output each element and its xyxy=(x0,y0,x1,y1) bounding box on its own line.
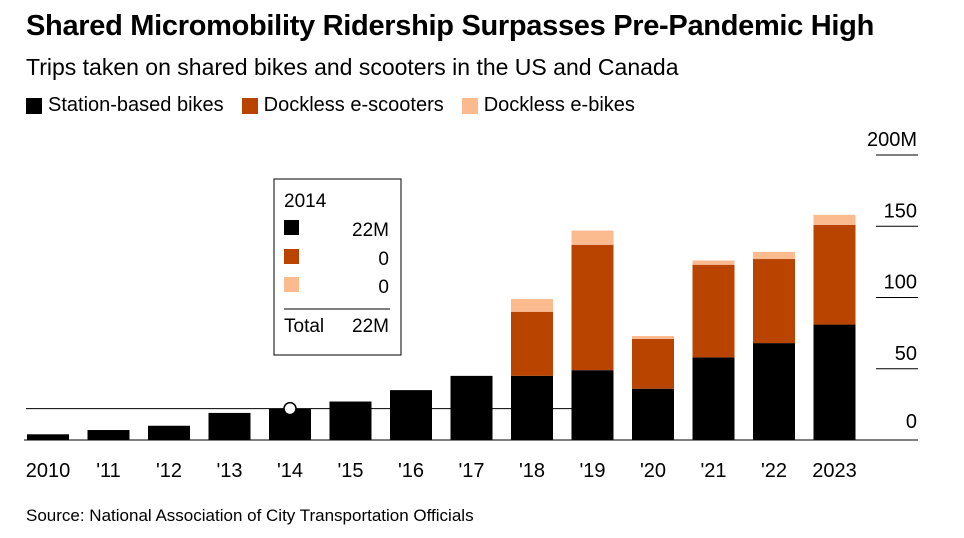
x-tick-label: '12 xyxy=(156,460,182,482)
y-tick-label: 200M xyxy=(867,129,917,151)
bar-escooter[interactable] xyxy=(511,311,553,376)
bar-station[interactable] xyxy=(692,357,735,440)
chart-title: Shared Micromobility Ridership Surpasses… xyxy=(26,10,874,42)
bar-station[interactable] xyxy=(208,412,251,440)
x-tick-label: '16 xyxy=(398,460,424,482)
y-tick-label: 150 xyxy=(884,200,917,222)
x-tick-label: '11 xyxy=(96,460,121,482)
bar-ebike[interactable] xyxy=(571,230,614,245)
bar-escooter[interactable] xyxy=(813,224,856,325)
x-tick-label: '22 xyxy=(761,460,787,482)
bar-escooter[interactable] xyxy=(571,244,614,371)
x-tick-label: '21 xyxy=(700,460,726,482)
legend-item-dockless-e-scooters[interactable]: Dockless e-scooters xyxy=(241,94,444,117)
bar-escooter[interactable] xyxy=(632,338,674,389)
tooltip-total-value: 22M xyxy=(352,316,389,337)
bar-station[interactable] xyxy=(813,324,856,440)
tooltip-swatch-escooter xyxy=(284,249,299,264)
bar-ebike[interactable] xyxy=(753,251,795,260)
bar-station[interactable] xyxy=(87,430,130,440)
gridlines xyxy=(876,154,918,370)
legend-item-dockless-e-bikes[interactable]: Dockless e-bikes xyxy=(461,94,635,117)
legend-label-ebike: Dockless e-bikes xyxy=(483,94,635,116)
tooltip-box xyxy=(273,178,402,356)
bar-station[interactable] xyxy=(632,388,674,440)
bar-station[interactable] xyxy=(511,375,553,440)
y-tick-label: 50 xyxy=(895,343,917,365)
legend-swatch-ebike xyxy=(461,97,478,114)
legend-swatch-escooter xyxy=(241,97,258,114)
legend-label-station: Station-based bikes xyxy=(48,94,224,116)
y-axis-labels: 200M 150 100 50 0 xyxy=(867,129,917,433)
legend: Station-based bikes Dockless e-scooters … xyxy=(26,94,653,117)
bar-escooter[interactable] xyxy=(753,259,795,344)
highlight-marker[interactable] xyxy=(283,401,297,416)
bar-ebike[interactable] xyxy=(632,335,674,339)
tooltip-value-ebike: 0 xyxy=(378,277,389,298)
x-tick-label: 2023 xyxy=(812,460,857,482)
x-tick-label: '19 xyxy=(579,460,605,482)
x-tick-label: '13 xyxy=(216,460,242,482)
bar-station[interactable] xyxy=(27,434,69,440)
x-tick-label: 2010 xyxy=(26,460,71,482)
tooltip-swatch-ebike xyxy=(284,277,299,292)
bar-station[interactable] xyxy=(753,343,795,440)
tooltip: 2014 22M 0 0 Total 22M xyxy=(273,178,402,356)
tooltip-year: 2014 xyxy=(284,191,327,212)
legend-item-station-based-bikes[interactable]: Station-based bikes xyxy=(26,94,224,117)
legend-swatch-station xyxy=(26,97,42,114)
tooltip-swatch-station xyxy=(284,220,299,235)
bar-ebike[interactable] xyxy=(813,214,856,225)
bar-ebike[interactable] xyxy=(692,260,735,265)
bar-station[interactable] xyxy=(329,401,372,440)
x-tick-label: '20 xyxy=(640,460,666,482)
bar-ebike[interactable] xyxy=(511,298,553,312)
bar-station[interactable] xyxy=(148,425,190,440)
x-axis-labels: 2010 '11 '12 '13 '14 '15 '16 '17 '18 '19 '20 '21 '22… xyxy=(26,460,857,482)
y-tick-label: 0 xyxy=(906,411,917,433)
y-tick-label: 100 xyxy=(884,272,917,294)
legend-label-escooter: Dockless e-scooters xyxy=(263,94,444,116)
chart-subtitle: Trips taken on shared bikes and scooters… xyxy=(26,54,679,80)
bar-station[interactable] xyxy=(390,390,432,440)
x-tick-label: '15 xyxy=(337,460,363,482)
source-note: Source: National Association of City Tra… xyxy=(26,506,474,525)
bars xyxy=(27,214,856,440)
x-tick-label: '14 xyxy=(277,460,303,482)
tooltip-value-escooter: 0 xyxy=(378,249,389,270)
bar-station[interactable] xyxy=(571,370,614,440)
x-tick-label: '17 xyxy=(458,460,484,482)
x-tick-label: '18 xyxy=(519,460,545,482)
tooltip-total-label: Total xyxy=(284,316,324,337)
bar-station[interactable] xyxy=(450,375,493,440)
bar-escooter[interactable] xyxy=(692,264,735,358)
tooltip-value-station: 22M xyxy=(352,220,389,241)
